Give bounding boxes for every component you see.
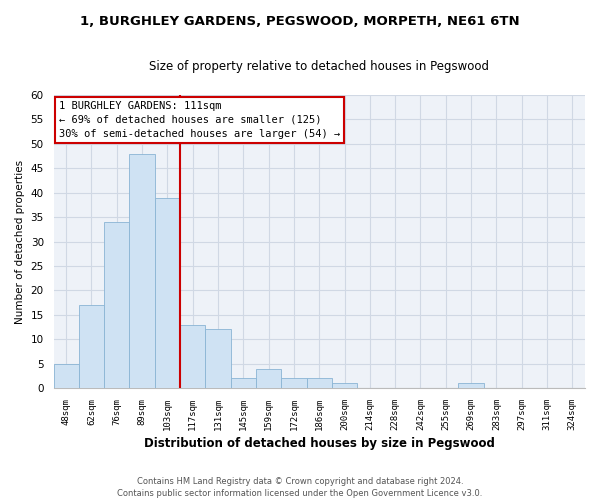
Text: 1, BURGHLEY GARDENS, PEGSWOOD, MORPETH, NE61 6TN: 1, BURGHLEY GARDENS, PEGSWOOD, MORPETH, … [80, 15, 520, 28]
Bar [458, 383, 484, 388]
Bar [130, 154, 155, 388]
Bar [53, 364, 79, 388]
Text: Contains HM Land Registry data © Crown copyright and database right 2024.
Contai: Contains HM Land Registry data © Crown c… [118, 476, 482, 498]
Bar [180, 324, 205, 388]
Bar [205, 330, 230, 388]
Bar [307, 378, 332, 388]
Bar [79, 305, 104, 388]
Y-axis label: Number of detached properties: Number of detached properties [15, 160, 25, 324]
Bar [230, 378, 256, 388]
Title: Size of property relative to detached houses in Pegswood: Size of property relative to detached ho… [149, 60, 489, 73]
Bar [104, 222, 130, 388]
Bar [332, 383, 357, 388]
Bar [256, 368, 281, 388]
Bar [155, 198, 180, 388]
Bar [281, 378, 307, 388]
Text: 1 BURGHLEY GARDENS: 111sqm
← 69% of detached houses are smaller (125)
30% of sem: 1 BURGHLEY GARDENS: 111sqm ← 69% of deta… [59, 101, 340, 139]
X-axis label: Distribution of detached houses by size in Pegswood: Distribution of detached houses by size … [144, 437, 495, 450]
